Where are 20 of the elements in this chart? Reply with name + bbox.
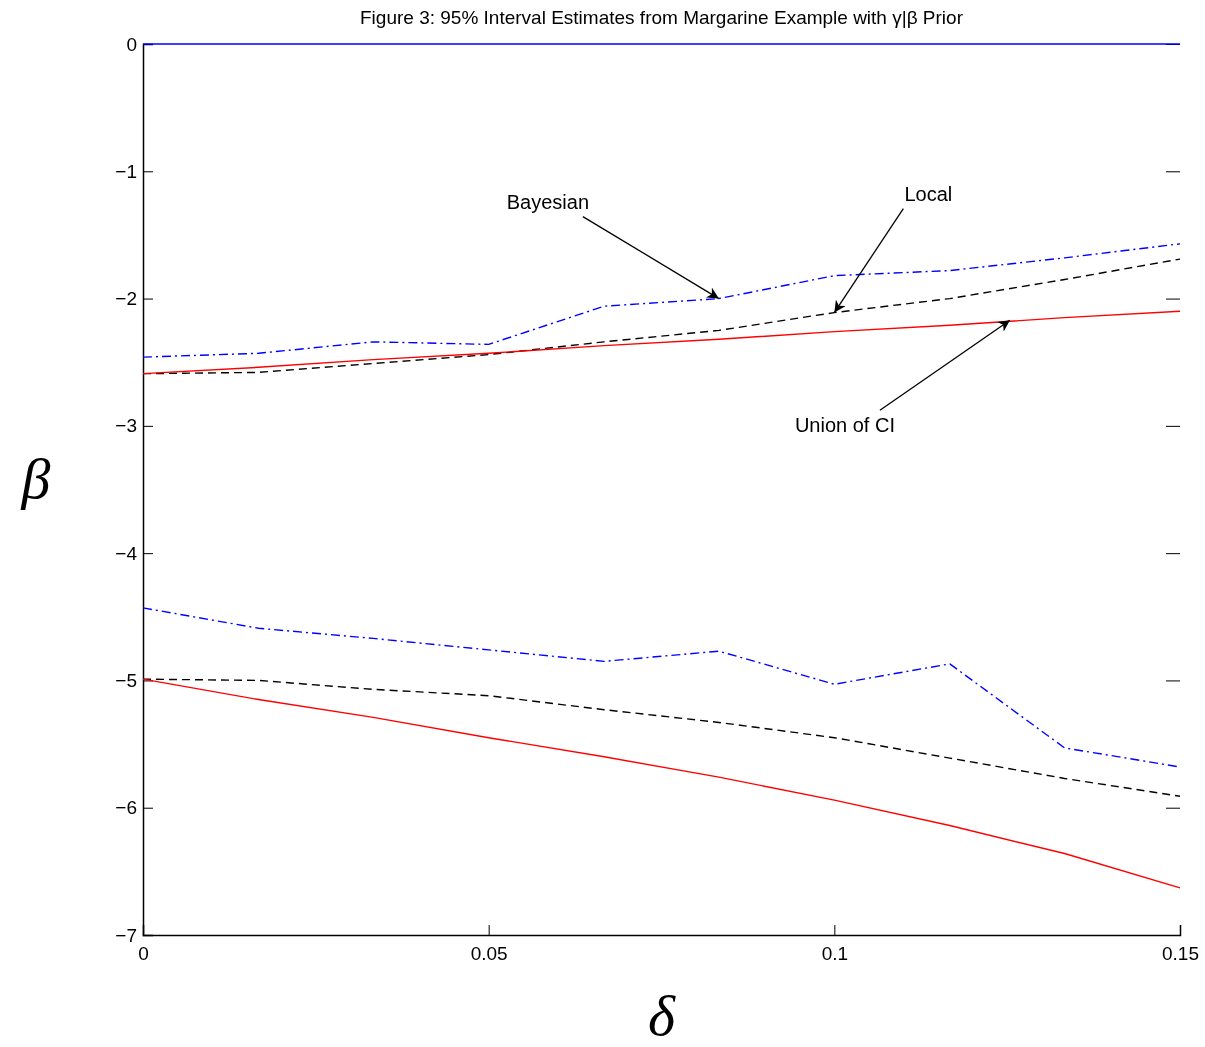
line-series [142, 678, 1181, 889]
y-tick-label: 0 [126, 33, 137, 55]
y-tick-label: −3 [115, 415, 137, 437]
y-tick-label: −7 [115, 924, 137, 946]
y-tick-label: −2 [115, 288, 137, 310]
line-series [142, 310, 1181, 375]
y-tick-label: −5 [115, 670, 137, 692]
y-tick-label: −1 [115, 160, 137, 182]
x-tick-label: 0.15 [1162, 943, 1199, 965]
chart-title: Figure 3: 95% Interval Estimates from Margarine Example with γ|β Prior [360, 7, 964, 28]
annotation: Bayesian [506, 190, 590, 213]
x-tick-label: 0.1 [821, 943, 849, 965]
annotation: Union of CI [794, 414, 895, 437]
annotation: Local [904, 182, 953, 205]
y-tick-label: −4 [115, 542, 138, 564]
x-axis-title: δ [648, 983, 677, 1047]
y-axis-title: β [20, 446, 51, 511]
x-tick-label: 0.05 [470, 943, 508, 965]
line-series [142, 243, 1181, 358]
y-tick-label: −6 [115, 797, 137, 819]
